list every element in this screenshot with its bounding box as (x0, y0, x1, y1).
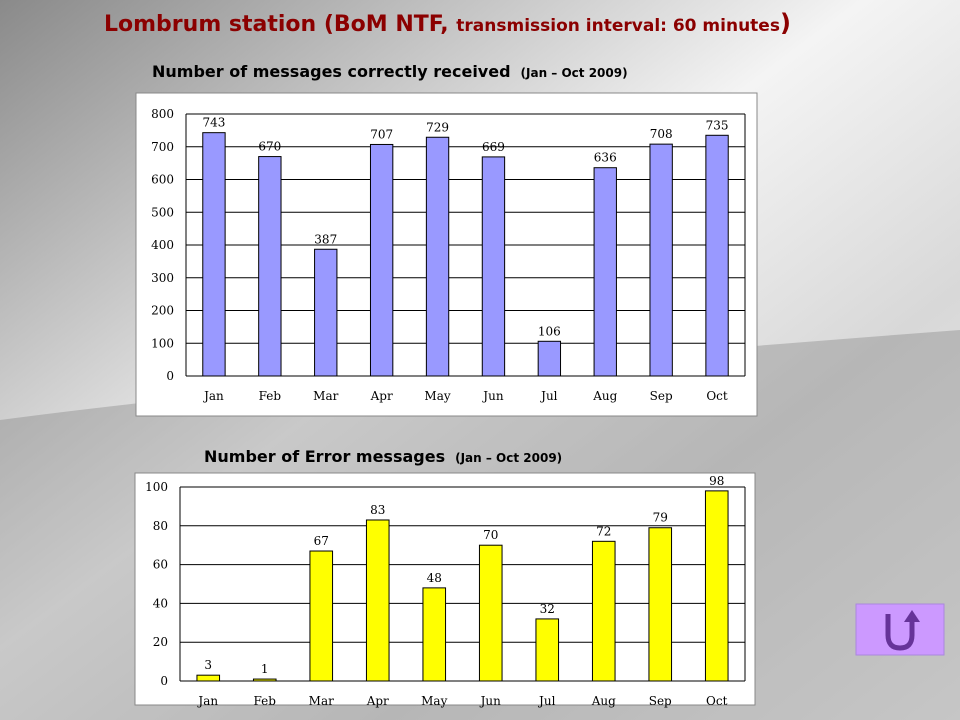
chart-title: Number of Error messages (Jan – Oct 2009) (204, 447, 562, 466)
y-tick-label: 0 (160, 674, 168, 688)
y-tick-label: 60 (153, 558, 168, 572)
y-tick-label: 100 (145, 480, 168, 494)
bar (258, 156, 282, 377)
bar (202, 132, 226, 377)
chart-title-main: Number of messages correctly received (152, 62, 511, 81)
back-button[interactable] (855, 603, 945, 656)
bar (314, 248, 338, 377)
chart-title: Number of messages correctly received (Ja… (152, 62, 628, 81)
bar (537, 340, 562, 377)
bar (705, 134, 729, 377)
x-tick-label: Apr (370, 389, 393, 403)
y-tick-label: 300 (151, 271, 174, 285)
data-label: 670 (258, 140, 281, 154)
x-tick-label: Aug (591, 694, 616, 708)
x-tick-label: Oct (706, 389, 728, 403)
y-tick-label: 700 (151, 140, 174, 154)
data-label: 98 (709, 474, 724, 488)
y-tick-label: 20 (153, 635, 168, 649)
y-tick-label: 600 (151, 173, 174, 187)
bar (481, 156, 506, 377)
chart-subtitle: (Jan – Oct 2009) (521, 66, 628, 80)
chart-subtitle: (Jan – Oct 2009) (455, 451, 562, 465)
x-tick-label: Mar (309, 694, 334, 708)
x-tick-label: Jul (539, 389, 558, 403)
x-tick-label: Apr (366, 694, 389, 708)
x-tick-label: Jun (479, 694, 502, 708)
data-label: 1 (261, 662, 269, 676)
x-tick-label: Jul (537, 694, 556, 708)
data-label: 387 (314, 232, 337, 246)
bar (478, 544, 503, 682)
data-label: 79 (653, 511, 668, 525)
bar (593, 167, 617, 377)
x-tick-label: Mar (313, 389, 338, 403)
x-tick-label: Feb (254, 694, 277, 708)
x-tick-label: Jun (481, 389, 504, 403)
data-label: 735 (706, 118, 729, 132)
x-tick-label: Jan (196, 694, 218, 708)
data-label: 67 (314, 534, 329, 548)
bar (425, 136, 450, 377)
y-tick-label: 800 (151, 107, 174, 121)
data-label: 72 (596, 524, 611, 538)
data-label: 743 (202, 116, 225, 130)
bar (369, 143, 394, 377)
x-tick-label: Jan (202, 389, 224, 403)
bar (365, 519, 390, 682)
back-icon[interactable] (885, 614, 915, 651)
data-label: 70 (483, 528, 498, 542)
data-label: 729 (426, 120, 449, 134)
bar (196, 674, 221, 682)
y-tick-label: 80 (153, 519, 168, 533)
bar (704, 490, 729, 682)
y-tick-label: 200 (151, 304, 174, 318)
back-icon-head[interactable] (904, 610, 920, 622)
data-label: 669 (482, 140, 505, 154)
bar (252, 678, 277, 682)
y-tick-label: 500 (151, 205, 174, 219)
x-tick-label: Feb (259, 389, 282, 403)
bar (648, 527, 673, 682)
data-label: 707 (370, 127, 393, 141)
bar (535, 618, 560, 682)
bar (591, 540, 616, 682)
data-label: 106 (538, 324, 561, 338)
page-title: Lombrum station (BoM NTF, transmission i… (104, 9, 791, 37)
y-tick-label: 400 (151, 238, 174, 252)
x-tick-label: Sep (649, 694, 672, 708)
data-label: 32 (540, 602, 555, 616)
y-tick-label: 40 (153, 596, 168, 610)
data-label: 48 (427, 571, 442, 585)
y-tick-label: 100 (151, 336, 174, 350)
bar (309, 550, 334, 682)
x-tick-label: May (424, 389, 450, 403)
x-tick-label: Aug (592, 389, 617, 403)
data-label: 708 (650, 127, 673, 141)
data-label: 636 (594, 151, 617, 165)
x-tick-label: Oct (706, 694, 728, 708)
x-tick-label: May (421, 694, 447, 708)
chart-title-main: Number of Error messages (204, 447, 445, 466)
data-label: 3 (204, 658, 212, 672)
bar (649, 143, 673, 377)
bar (422, 587, 447, 682)
y-tick-label: 0 (166, 369, 174, 383)
data-label: 83 (370, 503, 385, 517)
x-tick-label: Sep (650, 389, 673, 403)
